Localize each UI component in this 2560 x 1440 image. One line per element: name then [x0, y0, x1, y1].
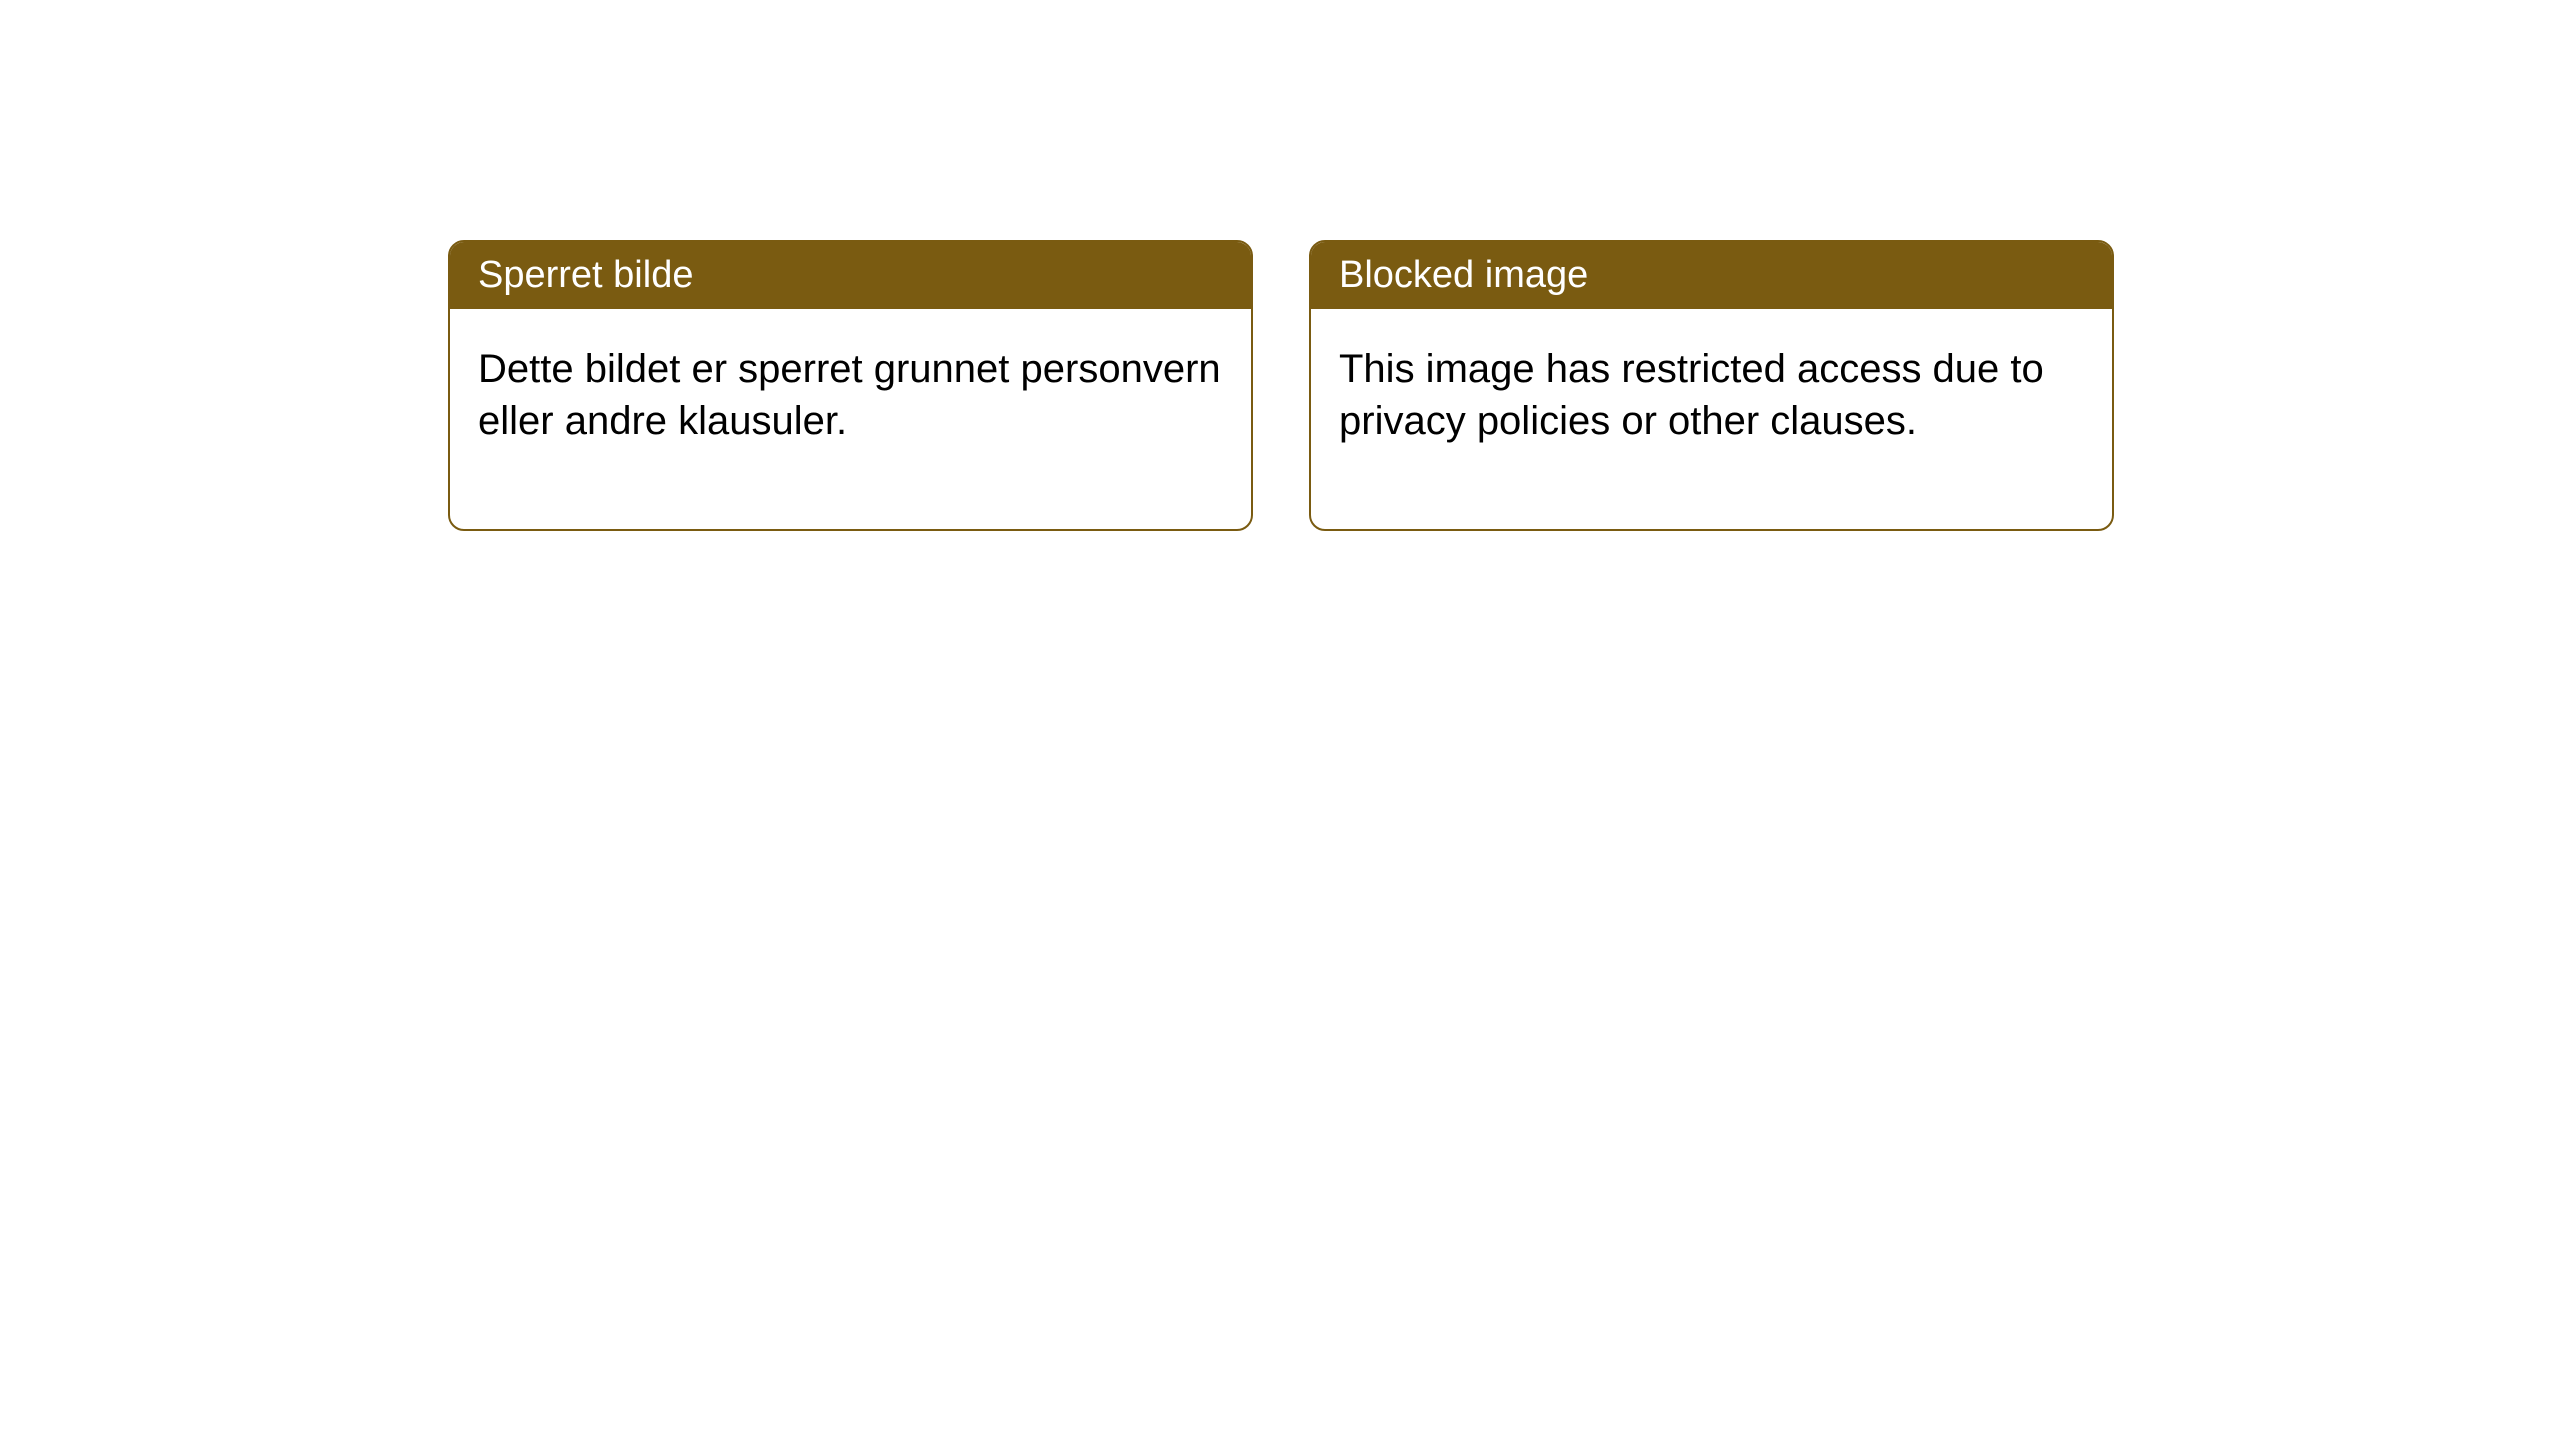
- notice-container: Sperret bilde Dette bildet er sperret gr…: [0, 0, 2560, 531]
- notice-card-english: Blocked image This image has restricted …: [1309, 240, 2114, 531]
- notice-header: Sperret bilde: [450, 242, 1251, 309]
- notice-body: Dette bildet er sperret grunnet personve…: [450, 309, 1251, 529]
- notice-card-norwegian: Sperret bilde Dette bildet er sperret gr…: [448, 240, 1253, 531]
- notice-body: This image has restricted access due to …: [1311, 309, 2112, 529]
- notice-header: Blocked image: [1311, 242, 2112, 309]
